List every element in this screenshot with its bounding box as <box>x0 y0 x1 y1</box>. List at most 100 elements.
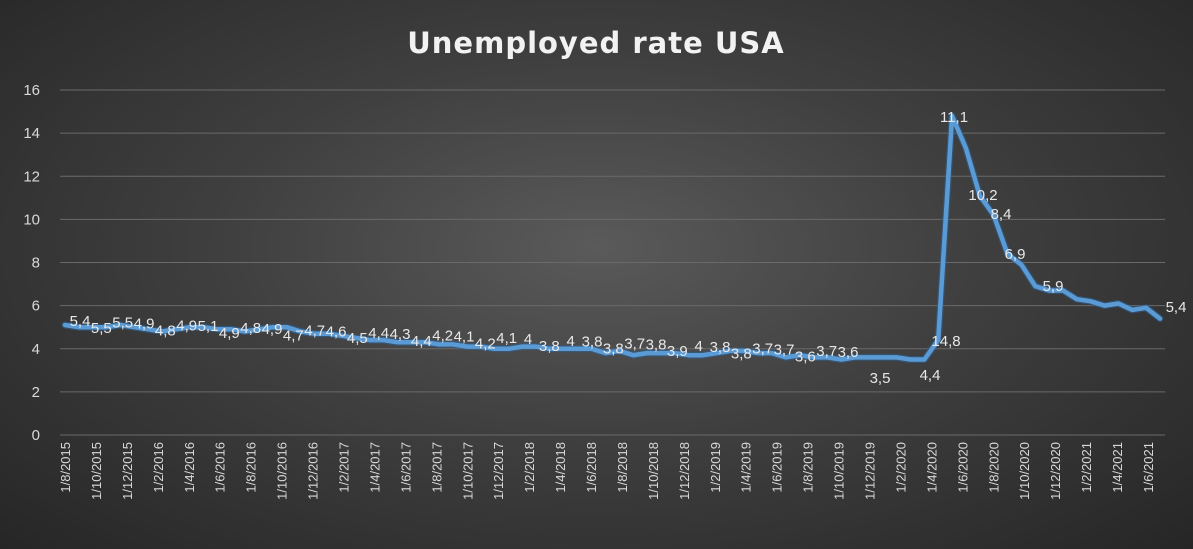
data-point <box>271 325 275 329</box>
y-tick-label: 14 <box>23 125 40 142</box>
data-label: 5,1 <box>198 318 219 335</box>
data-labels: 5,4 5,5 5,5 4,9 4,8 4,9 5,1 4,9 4,8 4,9 4,7 4,7 4,6 4… <box>70 109 1187 387</box>
data-label: 3,7 <box>774 341 795 358</box>
data-point <box>881 355 885 359</box>
data-point <box>798 353 802 357</box>
data-point <box>1047 289 1051 293</box>
x-axis-ticks: 1/8/2015 1/10/2015 1/12/2015 1/2/2016 1/4/20… <box>58 442 1156 500</box>
data-point <box>1019 263 1023 267</box>
data-label: 4,2 <box>475 335 496 352</box>
data-point <box>63 323 67 327</box>
x-tick-label: 1/8/2017 <box>429 442 444 493</box>
data-label: 3,7 <box>752 341 773 358</box>
data-point <box>728 349 732 353</box>
data-point <box>1158 317 1162 321</box>
data-label: 3,8 <box>582 334 603 351</box>
data-label: 4 <box>524 331 532 348</box>
data-point <box>479 345 483 349</box>
data-label: 4,3 <box>390 326 411 343</box>
x-tick-label: 1/12/2020 <box>1048 442 1063 500</box>
data-point <box>714 351 718 355</box>
data-label: 4,8 <box>155 322 176 339</box>
x-tick-label: 1/4/2017 <box>367 442 382 493</box>
data-point <box>617 349 621 353</box>
data-point <box>839 358 843 362</box>
x-tick-label: 1/10/2015 <box>89 442 104 500</box>
y-tick-label: 2 <box>32 384 40 401</box>
data-label: 4,8 <box>240 320 261 337</box>
x-tick-label: 1/2/2017 <box>336 442 351 493</box>
data-label: 4,7 <box>304 322 325 339</box>
gridlines <box>60 89 1165 436</box>
data-point <box>507 347 511 351</box>
data-point <box>548 347 552 351</box>
data-point <box>576 347 580 351</box>
y-tick-label: 10 <box>23 211 40 228</box>
data-point <box>1061 289 1065 293</box>
data-label: 4,5 <box>347 330 368 347</box>
x-tick-label: 1/10/2020 <box>1017 442 1032 500</box>
chart-title: Unemployed rate USA <box>407 26 785 60</box>
data-label: 11,1 <box>940 109 968 126</box>
x-tick-label: 1/6/2017 <box>398 442 413 493</box>
x-tick-label: 1/8/2020 <box>986 442 1001 493</box>
data-label: 4,9 <box>219 325 240 342</box>
x-tick-label: 1/2/2016 <box>151 442 166 493</box>
data-point <box>91 325 95 329</box>
data-label: 5,9 <box>1043 278 1064 295</box>
series-layer <box>61 112 1164 363</box>
data-point <box>1103 304 1107 308</box>
x-tick-label: 1/12/2016 <box>306 442 321 500</box>
x-tick-label: 1/10/2016 <box>275 442 290 500</box>
data-point <box>243 330 247 333</box>
x-tick-label: 1/12/2015 <box>120 442 135 500</box>
data-point <box>493 347 497 351</box>
data-label: 6,9 <box>1005 246 1026 263</box>
data-point <box>964 146 968 150</box>
x-tick-label: 1/6/2019 <box>770 442 785 493</box>
data-label: 5,4 <box>70 313 91 330</box>
data-label: 3,9 <box>667 343 688 360</box>
data-label: 4 <box>694 338 702 355</box>
data-point <box>950 114 954 118</box>
data-label: 3,6 <box>795 348 816 365</box>
y-axis-ticks: 0 2 4 6 8 10 12 14 16 <box>23 82 40 444</box>
data-point <box>396 340 400 344</box>
data-label: 4,7 <box>283 328 304 345</box>
data-label: 3,8 <box>603 341 624 358</box>
data-label: 5,5 <box>112 315 133 332</box>
data-label: 4,4 <box>368 325 389 342</box>
data-point <box>687 353 691 357</box>
x-tick-label: 1/10/2019 <box>832 442 847 500</box>
data-point <box>146 327 150 331</box>
data-point <box>132 325 136 329</box>
x-tick-label: 1/4/2021 <box>1110 442 1125 493</box>
x-tick-label: 1/8/2019 <box>801 442 816 493</box>
y-tick-label: 6 <box>32 298 40 315</box>
data-label: 4,9 <box>134 316 155 333</box>
data-point <box>340 334 344 338</box>
data-point <box>701 353 705 357</box>
data-point <box>895 355 899 359</box>
data-point <box>118 323 122 327</box>
series-line <box>62 113 1163 362</box>
data-point <box>451 342 455 346</box>
data-label: 4,4 <box>411 333 432 350</box>
y-tick-label: 16 <box>23 82 40 99</box>
data-point <box>673 351 677 355</box>
data-point <box>659 351 663 355</box>
data-point <box>285 325 289 329</box>
data-point <box>742 349 746 353</box>
x-tick-label: 1/6/2016 <box>213 442 228 493</box>
data-label: 3,6 <box>838 344 859 361</box>
data-label: 10,2 <box>968 187 997 204</box>
x-tick-label: 1/6/2018 <box>584 442 599 493</box>
series-line-shadow <box>61 112 1164 363</box>
data-label: 3,5 <box>870 370 891 387</box>
data-label: 4,4 <box>920 367 941 384</box>
x-tick-label: 1/10/2017 <box>460 442 475 500</box>
data-point <box>867 355 871 359</box>
data-point <box>188 325 192 329</box>
data-point <box>202 325 206 329</box>
